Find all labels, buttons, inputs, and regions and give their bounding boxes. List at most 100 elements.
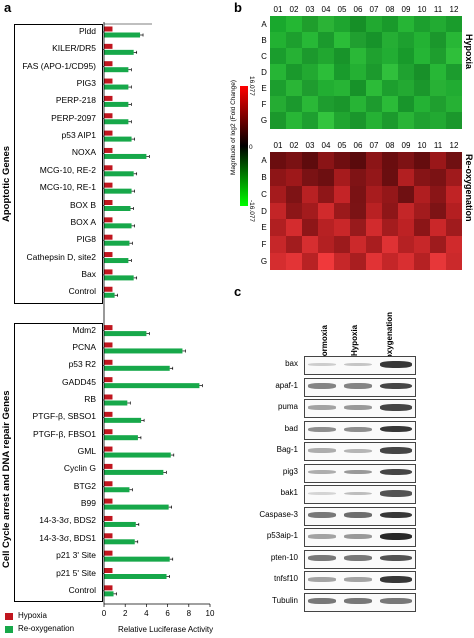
heatmap-cell — [270, 16, 286, 33]
heatmap-col-label-bottom: 01 — [273, 141, 283, 150]
heatmap-col-label-top: 11 — [433, 5, 443, 14]
heatmap-col-label-bottom: 06 — [353, 141, 363, 150]
heatmap-cell — [446, 185, 462, 204]
heatmap-cell — [430, 219, 446, 237]
gene-label: p21 3' Site — [56, 550, 96, 561]
heatmap-cell — [414, 168, 430, 187]
hypoxia-bar — [104, 463, 113, 469]
heatmap-cell — [446, 236, 462, 254]
blot-band — [380, 425, 412, 433]
heatmap-cell — [302, 32, 318, 49]
x-tick-label: 0 — [102, 609, 107, 618]
heatmap-cell — [350, 219, 366, 237]
heatmap-cell — [382, 152, 398, 170]
heatmap-cell — [350, 202, 366, 220]
heatmap-col-label-bottom: 11 — [433, 141, 443, 150]
reoxygenation-heatmap-title: Re-oxygenation — [464, 154, 474, 222]
heatmap-cell — [366, 152, 382, 170]
reoxygenation-legend-label: Re-oxygenation — [18, 624, 75, 633]
heatmap-cell — [414, 48, 430, 65]
heatmap-cell — [414, 202, 430, 220]
hypoxia-bar — [104, 429, 113, 435]
x-axis-label: Relative Luciferase Activity — [118, 625, 214, 634]
heatmap-cell — [414, 32, 430, 49]
blot-band — [308, 362, 336, 367]
panel-c-label: c — [234, 284, 242, 299]
heatmap-cell — [398, 96, 414, 113]
gene-label: Control — [68, 286, 96, 297]
hypoxia-bar — [104, 585, 113, 591]
panel-b-label: b — [234, 0, 242, 15]
heatmap-col-label-top: 01 — [273, 5, 283, 14]
reoxygenation-bar — [104, 487, 130, 493]
x-tick-label: 10 — [206, 609, 215, 618]
reoxygenation-bar — [104, 539, 135, 545]
blot-band — [344, 448, 372, 453]
blot-band — [380, 533, 412, 540]
reoxygenation-bar — [104, 206, 131, 211]
heatmap-cell — [350, 16, 366, 33]
heatmap-cell — [334, 202, 350, 220]
reoxygenation-bar — [104, 417, 142, 423]
blot-band — [344, 534, 372, 539]
heatmap-cell — [302, 152, 318, 170]
heatmap-cell — [334, 48, 350, 65]
heatmap-cell — [382, 80, 398, 97]
heatmap-row-label-bottom: B — [261, 172, 267, 182]
heatmap-cell — [318, 112, 334, 129]
heatmap-cell — [430, 80, 446, 97]
heatmap-cell — [414, 219, 430, 237]
heatmap-cell — [270, 202, 286, 220]
heatmap-cell — [318, 152, 334, 170]
heatmap-cell — [270, 253, 286, 271]
heatmap-cell — [382, 253, 398, 271]
hypoxia-bar — [104, 446, 113, 452]
reoxygenation-bar — [104, 188, 132, 194]
protein-label: pten-10 — [270, 552, 298, 562]
gene-label: Cyclin G — [63, 463, 96, 474]
heatmap-cell — [366, 202, 382, 220]
heatmap-cell — [398, 112, 414, 129]
heatmap-cell — [430, 152, 446, 170]
heatmap-col-label-top: 07 — [369, 5, 379, 14]
heatmap-cell — [286, 152, 302, 170]
blot-band — [344, 469, 372, 475]
heatmap-cell — [270, 48, 286, 65]
heatmap-cell — [366, 219, 382, 237]
gene-label: PERP-218 — [55, 95, 96, 106]
heatmap-cell — [270, 112, 286, 129]
heatmap-cell — [398, 48, 414, 65]
heatmap-row-label-top: D — [261, 68, 267, 77]
heatmap-cell — [398, 64, 414, 81]
heatmap-row-label-top: B — [261, 36, 267, 45]
heatmap-row-label-top: F — [261, 100, 267, 109]
hypoxia-heatmap-title: Hypoxia — [464, 34, 474, 70]
heatmap-cell — [318, 202, 334, 220]
heatmap-cell — [286, 96, 302, 113]
heatmap-cell — [366, 32, 382, 49]
reoxygenation-bar — [104, 240, 130, 246]
heatmap-cell — [318, 64, 334, 81]
blot-band — [344, 383, 372, 389]
blot-band — [308, 534, 336, 539]
reoxygenation-bar — [104, 556, 170, 562]
heatmap-cell — [302, 236, 318, 254]
heatmap-cell — [350, 253, 366, 271]
heatmap-cell — [446, 16, 462, 33]
heatmap-cell — [286, 48, 302, 65]
heatmap-cell — [366, 96, 382, 113]
reoxygenation-bar — [104, 292, 115, 298]
heatmap-cell — [270, 168, 286, 187]
heatmap-col-label-top: 03 — [305, 5, 315, 14]
heatmap-cell — [398, 152, 414, 170]
heatmap-cell — [334, 152, 350, 170]
x-tick-label: 2 — [123, 609, 128, 618]
heatmap-col-label-bottom: 04 — [321, 141, 331, 150]
blot-band — [308, 426, 336, 432]
heatmap-row-label-bottom: F — [261, 240, 267, 250]
heatmap-col-label-top: 05 — [337, 5, 347, 14]
reoxygenation-bar — [104, 101, 129, 107]
blot-band — [308, 383, 336, 389]
gene-label: BTG2 — [73, 480, 96, 491]
reoxygenation-bar — [104, 574, 167, 579]
